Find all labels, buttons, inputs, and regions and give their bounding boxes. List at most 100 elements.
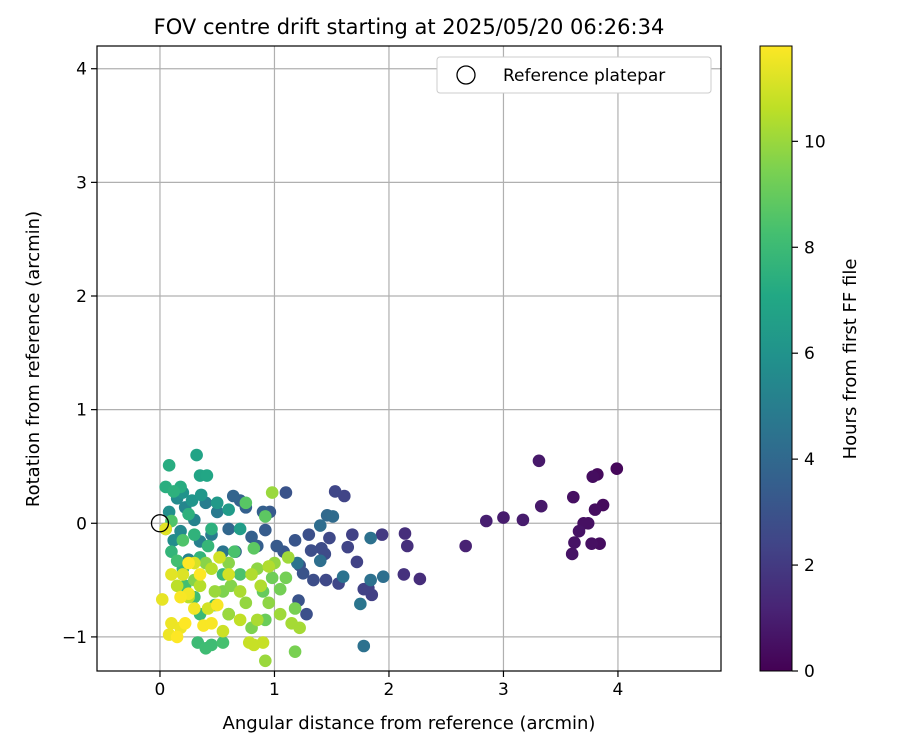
scatter-point (259, 654, 272, 668)
scatter-point (354, 597, 367, 611)
scatter-point (279, 486, 293, 499)
scatter-point (182, 556, 195, 570)
scatter-point (270, 539, 284, 553)
scatter-point (304, 544, 318, 557)
scatter-point (247, 541, 261, 555)
y-tick-label: 4 (76, 60, 87, 80)
chart-title: FOV centre drift starting at 2025/05/20 … (154, 15, 665, 39)
scatter-point (245, 530, 258, 544)
y-tick-label: −1 (62, 628, 87, 648)
scatter-point (479, 514, 493, 528)
scatter-point (256, 636, 270, 649)
scatter-point (190, 448, 203, 462)
scatter-point (233, 585, 247, 598)
scatter-point (165, 568, 178, 581)
scatter-point (193, 579, 207, 593)
x-axis-label: Angular distance from reference (arcmin) (223, 713, 596, 734)
scatter-point (459, 539, 472, 553)
scatter-point (226, 489, 240, 503)
scatter-point (516, 513, 530, 527)
reference-platepar-marker (150, 514, 170, 533)
scatter-point (565, 547, 579, 561)
scatter-point (313, 519, 327, 532)
scatter-point (155, 593, 169, 606)
scatter-point (259, 510, 272, 523)
scatter-point (288, 645, 302, 658)
scatter-point (585, 537, 598, 551)
scatter-point (534, 499, 548, 513)
scatter-point (398, 527, 412, 540)
scatter-point (610, 462, 624, 476)
legend-marker-open-circle (456, 65, 476, 85)
scatter-point (233, 613, 247, 627)
scatter-point (167, 534, 181, 547)
x-tick-label: 3 (498, 680, 509, 700)
x-tick-label: 4 (613, 680, 624, 700)
scatter-point (262, 596, 276, 610)
scatter-point (233, 522, 247, 536)
scatter-point (188, 602, 201, 615)
scatter-point (216, 624, 230, 638)
scatter-point (185, 494, 199, 507)
scatter-point (165, 545, 178, 558)
scatter-point (307, 573, 320, 587)
scatter-point (341, 540, 355, 554)
scatter-point (222, 522, 235, 536)
scatter-point (167, 485, 181, 498)
y-tick-label: 2 (76, 287, 87, 307)
scatter-point (170, 579, 184, 593)
scatter-point (222, 556, 235, 570)
scatter-point (315, 541, 328, 555)
scatter-point (265, 571, 279, 585)
scatter-point (193, 568, 207, 581)
y-axis-label: Rotation from reference (arcmin) (23, 211, 44, 507)
reference-marker (150, 514, 170, 533)
scatter-point (273, 582, 287, 596)
scatter-point (205, 522, 218, 536)
scatter-point (357, 582, 371, 596)
colorbar-tick-label: 0 (804, 662, 815, 682)
legend: Reference platepar (436, 56, 712, 94)
scatter-point (170, 554, 184, 568)
scatter-point (194, 488, 208, 502)
scatter-point (364, 531, 377, 545)
scatter-point (222, 568, 235, 581)
scatter-point (281, 551, 295, 564)
scatter-point (323, 531, 336, 545)
scatter-point (170, 630, 184, 644)
scatter-point (336, 570, 350, 583)
scatter-point (188, 528, 201, 541)
scatter-point (216, 636, 230, 649)
legend-label-reference-platepar: Reference platepar (503, 66, 665, 86)
scatter-point (222, 607, 235, 621)
scatter-point (397, 568, 411, 581)
scatter-point (588, 503, 602, 516)
scatter-point (210, 496, 224, 510)
plot-frame (96, 45, 722, 672)
scatter-point (178, 616, 192, 630)
scatter-point (199, 641, 213, 655)
scatter-point (250, 613, 264, 627)
scatter-point (279, 571, 293, 585)
scatter-point (586, 470, 600, 483)
scatter-point (319, 573, 333, 587)
scatter-point (201, 539, 215, 553)
scatter-point (239, 496, 253, 510)
scatter-point (572, 524, 586, 538)
scatter-point (200, 469, 214, 482)
legend-box (436, 56, 712, 94)
scatter-point (176, 568, 190, 581)
scatter-point (262, 560, 276, 573)
scatter-point (326, 510, 340, 523)
scatter-point (285, 616, 298, 630)
scatter-point (400, 539, 414, 553)
scatter-point (205, 616, 218, 630)
colorbar-label: Hours from first FF file (840, 259, 861, 460)
colorbar-tick-label: 10 (804, 132, 826, 152)
plot-area: 0 1 2 3 4 −1 0 1 2 3 4 (62, 45, 722, 700)
scatter-point (288, 534, 302, 547)
scatter-point (224, 579, 238, 593)
scatter-point (567, 490, 580, 504)
scatter-point (245, 568, 258, 581)
